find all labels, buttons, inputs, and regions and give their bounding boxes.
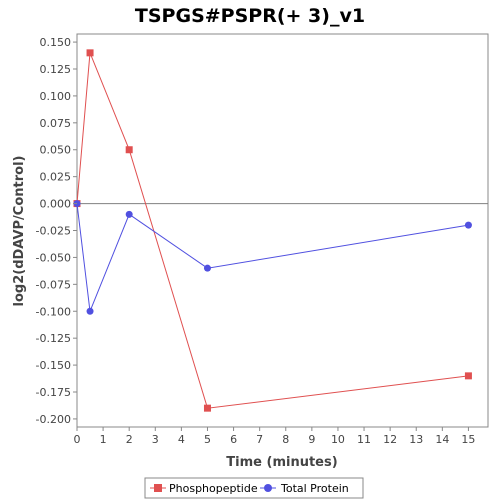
data-point-phosphopeptide bbox=[203, 404, 211, 412]
x-tick-label: 4 bbox=[178, 433, 185, 446]
x-tick-label: 3 bbox=[152, 433, 159, 446]
y-tick-label: -0.075 bbox=[36, 278, 71, 291]
chart-title: TSPGS#PSPR(+ 3)_v1 bbox=[135, 5, 365, 27]
y-tick-label: -0.050 bbox=[36, 251, 71, 264]
y-tick-label: 0.025 bbox=[40, 171, 72, 184]
x-tick-label: 10 bbox=[331, 433, 345, 446]
y-tick-label: -0.125 bbox=[36, 332, 71, 345]
y-tick-label: -0.100 bbox=[36, 305, 71, 318]
data-point-phosphopeptide bbox=[125, 146, 133, 154]
x-tick-label: 11 bbox=[357, 433, 371, 446]
x-tick-label: 13 bbox=[409, 433, 423, 446]
y-tick-label: 0.075 bbox=[40, 117, 72, 130]
data-point-total-protein bbox=[464, 221, 472, 229]
legend-label-phosphopeptide: Phosphopeptide bbox=[169, 482, 258, 495]
y-tick-label: 0.150 bbox=[40, 36, 72, 49]
legend-box bbox=[144, 477, 364, 499]
x-tick-label: 1 bbox=[100, 433, 107, 446]
data-point-phosphopeptide bbox=[86, 49, 94, 57]
y-tick-label: -0.200 bbox=[36, 413, 71, 426]
legend-label-total-protein: Total Protein bbox=[280, 482, 349, 495]
data-point-total-protein bbox=[125, 210, 133, 218]
x-tick-label: 5 bbox=[204, 433, 211, 446]
legend-marker-phosphopeptide bbox=[154, 484, 162, 492]
x-tick-label: 9 bbox=[308, 433, 315, 446]
y-axis-label: log2(dDAVP/Control) bbox=[12, 156, 27, 307]
y-tick-label: 0.000 bbox=[40, 198, 72, 211]
y-tick-label: 0.050 bbox=[40, 144, 72, 157]
y-tick-label: 0.125 bbox=[40, 63, 72, 76]
y-tick-label: -0.175 bbox=[36, 386, 71, 399]
plot-area bbox=[76, 33, 489, 428]
x-tick-label: 12 bbox=[383, 433, 397, 446]
data-point-total-protein bbox=[86, 307, 94, 315]
x-tick-label: 14 bbox=[435, 433, 449, 446]
data-point-phosphopeptide bbox=[464, 372, 472, 380]
y-tick-label: -0.150 bbox=[36, 359, 71, 372]
y-tick-label: 0.100 bbox=[40, 90, 72, 103]
legend: Phosphopeptide Total Protein bbox=[144, 477, 364, 499]
x-tick-label: 15 bbox=[461, 433, 475, 446]
x-tick-label: 6 bbox=[230, 433, 237, 446]
data-point-total-protein bbox=[203, 264, 211, 272]
x-tick-label: 7 bbox=[256, 433, 263, 446]
x-tick-label: 2 bbox=[126, 433, 133, 446]
x-tick-label: 0 bbox=[74, 433, 81, 446]
x-axis-label: Time (minutes) bbox=[226, 455, 337, 470]
y-tick-label: -0.025 bbox=[36, 225, 71, 238]
x-tick-label: 8 bbox=[282, 433, 289, 446]
legend-marker-total-protein bbox=[264, 484, 272, 492]
